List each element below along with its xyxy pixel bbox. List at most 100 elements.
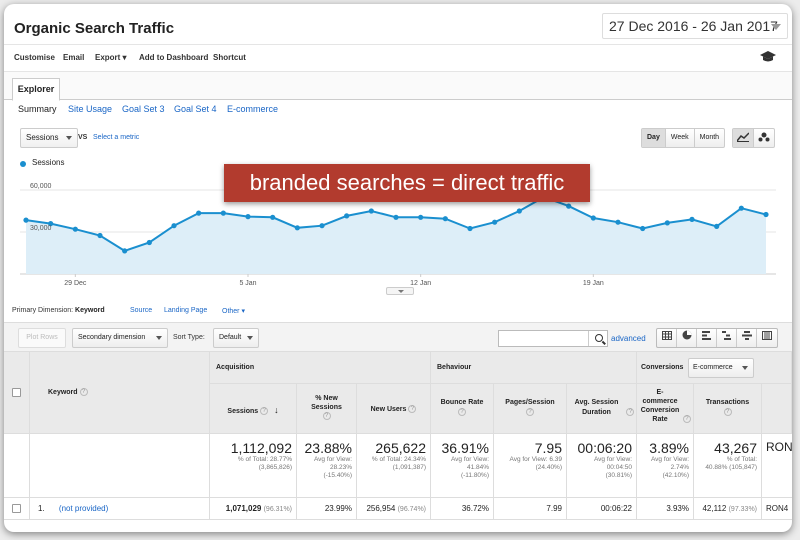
help-icon[interactable]: ? xyxy=(723,408,732,417)
total-bounce-rate: 36.91% Avg for View: 41.84% (-11.80%) xyxy=(431,434,494,498)
data-point[interactable] xyxy=(590,215,596,221)
data-point[interactable] xyxy=(492,219,498,225)
col-pct-new-sessions[interactable]: % New Sessions ? xyxy=(297,384,357,434)
subtab-goal-set-4[interactable]: Goal Set 4 xyxy=(174,104,217,114)
data-point[interactable] xyxy=(23,217,29,223)
line-chart-button[interactable] xyxy=(733,129,754,147)
help-icon[interactable]: ? xyxy=(322,412,331,421)
performance-view-icon[interactable] xyxy=(697,329,717,347)
subtab-goal-set-3[interactable]: Goal Set 3 xyxy=(122,104,165,114)
data-point[interactable] xyxy=(368,208,374,214)
data-point[interactable] xyxy=(467,225,473,232)
week-button[interactable]: Week xyxy=(666,129,695,147)
data-point[interactable] xyxy=(566,203,572,209)
data-point[interactable] xyxy=(738,205,744,211)
col-bounce-rate[interactable]: Bounce Rate ? xyxy=(431,384,494,434)
term-cloud-view-icon[interactable] xyxy=(737,329,757,347)
help-icon[interactable]: ? xyxy=(408,405,417,413)
col-ecommerce-conversion-rate[interactable]: E-commerce Conversion Rate ? xyxy=(637,384,694,434)
data-point[interactable] xyxy=(72,226,78,232)
total-sessions-sub2: (3,865,826) xyxy=(258,464,292,471)
data-point[interactable] xyxy=(664,220,670,226)
shortcut-button[interactable]: Shortcut xyxy=(213,53,246,62)
data-point[interactable] xyxy=(122,248,128,254)
data-point[interactable] xyxy=(763,211,769,218)
day-button[interactable]: Day xyxy=(642,129,666,147)
data-point[interactable] xyxy=(714,223,720,229)
select-all-checkbox[interactable] xyxy=(12,388,21,397)
help-icon[interactable]: ? xyxy=(526,408,534,417)
data-point[interactable] xyxy=(220,210,226,216)
data-point[interactable] xyxy=(640,225,646,232)
dimension-source[interactable]: Source xyxy=(130,307,153,314)
data-point[interactable] xyxy=(418,214,424,220)
col-pages-session[interactable]: Pages/Session ? xyxy=(494,384,567,434)
export-button[interactable]: Export ▾ xyxy=(95,53,127,62)
data-point[interactable] xyxy=(294,225,300,231)
row-checkbox[interactable] xyxy=(12,504,21,513)
search-icon[interactable] xyxy=(595,334,603,342)
data-point[interactable] xyxy=(196,210,202,216)
dimension-other[interactable]: Other ▾ xyxy=(222,308,245,315)
table-search-input[interactable] xyxy=(498,330,608,347)
month-button[interactable]: Month xyxy=(699,134,720,141)
help-icon[interactable]: ? xyxy=(682,415,691,424)
help-icon[interactable]: ? xyxy=(626,408,635,417)
data-point[interactable] xyxy=(393,214,399,220)
data-point[interactable] xyxy=(319,223,325,229)
row-keyword-link[interactable]: (not provided) xyxy=(58,504,109,513)
date-range-text: 27 Dec 2016 - 26 Jan 2017 xyxy=(609,18,778,34)
date-range-picker[interactable]: 27 Dec 2016 - 26 Jan 2017 xyxy=(602,13,788,39)
tab-explorer[interactable]: Explorer xyxy=(12,78,60,101)
row-pages: 7.99 xyxy=(494,498,567,520)
data-point[interactable] xyxy=(344,213,350,219)
col-new-users[interactable]: New Users ? xyxy=(357,384,431,434)
keyword-header[interactable]: Keyword ? xyxy=(30,352,210,434)
pivot-view-icon[interactable] xyxy=(757,329,777,347)
data-point[interactable] xyxy=(171,223,177,229)
email-button[interactable]: Email xyxy=(63,53,85,62)
col-transactions[interactable]: Transactions ? xyxy=(694,384,762,434)
help-icon[interactable]: ? xyxy=(458,408,466,417)
data-point[interactable] xyxy=(245,214,251,220)
pie-view-icon[interactable] xyxy=(677,329,697,347)
data-point[interactable] xyxy=(516,208,522,214)
dimension-landing-page[interactable]: Landing Page xyxy=(164,307,208,314)
col-avg-session-duration[interactable]: Avg. Session Duration ? xyxy=(567,384,637,434)
data-point[interactable] xyxy=(689,216,695,222)
sort-type-select[interactable]: Default xyxy=(213,328,259,348)
help-icon[interactable]: ? xyxy=(79,388,88,396)
metric-select[interactable]: Sessions xyxy=(20,128,78,148)
data-point[interactable] xyxy=(146,239,152,246)
data-point[interactable] xyxy=(270,214,276,220)
subtab-site-usage[interactable]: Site Usage xyxy=(68,104,113,114)
advanced-filter-link[interactable]: advanced xyxy=(611,334,646,343)
table-view-group xyxy=(656,328,778,348)
primary-dimension-label: Primary Dimension: Keyword xyxy=(12,307,105,314)
data-point[interactable] xyxy=(442,216,448,222)
help-icon[interactable]: ? xyxy=(260,407,269,416)
data-point[interactable] xyxy=(48,221,54,227)
col-pages-session-label: Pages/Session xyxy=(505,399,555,406)
comparison-view-icon[interactable] xyxy=(717,329,737,347)
sessions-chart[interactable]: 60,000 30,000 29 Dec 5 Jan 12 Jan 19 Jan xyxy=(4,169,792,289)
primary-dimension-keyword[interactable]: Keyword xyxy=(75,307,105,314)
granularity-group: Day Week Month xyxy=(641,128,726,148)
data-table-view-icon[interactable] xyxy=(657,329,677,347)
add-to-dashboard-button[interactable]: Add to Dashboard xyxy=(139,53,209,62)
chart-resize-handle[interactable] xyxy=(386,287,414,295)
motion-chart-button[interactable] xyxy=(754,129,774,147)
col-sessions[interactable]: Sessions ? ↓ xyxy=(210,384,297,434)
col-revenue[interactable] xyxy=(762,384,792,434)
plot-rows-button[interactable]: Plot Rows xyxy=(18,328,66,348)
graduation-cap-icon[interactable] xyxy=(760,51,776,63)
conversions-goal-select[interactable]: E-commerce xyxy=(688,358,754,378)
secondary-dimension-select[interactable]: Secondary dimension xyxy=(72,328,168,348)
select-metric-link[interactable]: Select a metric xyxy=(93,134,140,141)
customise-button[interactable]: Customise xyxy=(14,53,55,62)
subtab-ecommerce[interactable]: E-commerce xyxy=(227,104,279,114)
data-point[interactable] xyxy=(615,219,621,225)
subtab-summary[interactable]: Summary xyxy=(18,104,57,114)
col-conversion-rate-label: E-commerce Conversion Rate xyxy=(640,389,680,423)
data-point[interactable] xyxy=(97,232,103,239)
